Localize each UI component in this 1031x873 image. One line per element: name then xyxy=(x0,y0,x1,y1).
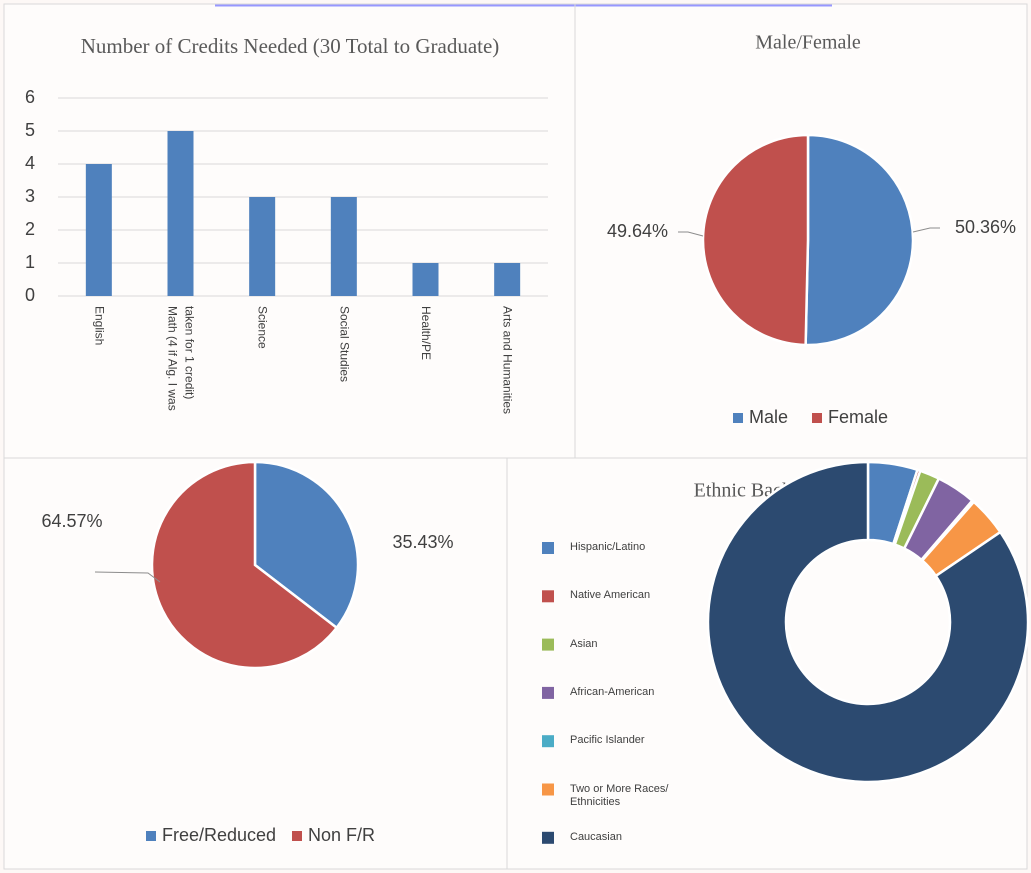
chart-title: Male/Female xyxy=(755,32,861,54)
legend-swatch xyxy=(292,831,302,841)
y-tick-label: 4 xyxy=(25,153,35,173)
x-tick-label: Health/PE xyxy=(417,306,434,436)
legend-swatch xyxy=(542,639,554,651)
legend-label: African-American xyxy=(570,686,690,699)
x-tick-label: English xyxy=(90,306,107,436)
bar xyxy=(168,131,194,296)
y-tick-label: 3 xyxy=(25,186,35,206)
bar xyxy=(413,263,439,296)
legend-swatch xyxy=(542,590,554,602)
legend-label: Non F/R xyxy=(308,825,375,845)
legend-swatch xyxy=(146,831,156,841)
legend-swatch xyxy=(542,687,554,699)
bar xyxy=(86,164,112,296)
y-tick-label: 5 xyxy=(25,120,35,140)
chart-title: Number of Credits Needed (30 Total to Gr… xyxy=(70,28,510,65)
x-tick-label: Arts and Humanities xyxy=(499,306,516,436)
y-tick-label: 0 xyxy=(25,285,35,305)
data-label: 50.36% xyxy=(955,217,1016,237)
legend-swatch xyxy=(542,735,554,747)
page: 0 1 2 3 4 5 6 Male/Female 50.36% Male 49.64% Female… xyxy=(0,0,1031,873)
legend-label: Caucasian xyxy=(570,831,690,844)
legend-swatch xyxy=(542,832,554,844)
x-tick-label: Science xyxy=(254,306,271,436)
data-label: 49.64% xyxy=(607,221,668,241)
bar xyxy=(249,197,275,296)
legend-label: Free/Reduced xyxy=(162,825,276,845)
bar xyxy=(331,197,357,296)
x-tick-label: Math (4 if Alg. I was taken for 1 credit… xyxy=(164,306,198,436)
y-tick-label: 2 xyxy=(25,219,35,239)
legend-label: Male xyxy=(749,407,788,427)
legend-label: Hispanic/Latino xyxy=(570,541,690,554)
legend-swatch xyxy=(542,542,554,554)
legend-swatch xyxy=(812,413,822,423)
legend-swatch xyxy=(733,413,743,423)
y-tick-label: 1 xyxy=(25,252,35,272)
charts: 0 1 2 3 4 5 6 Male/Female 50.36% Male 49.64% Female… xyxy=(0,0,1031,873)
legend-label: Pacific Islander xyxy=(570,734,690,747)
legend-label: Female xyxy=(828,407,888,427)
data-label: 64.57% xyxy=(41,511,102,531)
data-label: 35.43% xyxy=(392,532,453,552)
legend-label: Asian xyxy=(570,638,690,651)
legend-swatch xyxy=(542,784,554,796)
y-tick-label: 6 xyxy=(25,87,35,107)
x-tick-label: Social Studies xyxy=(335,306,352,436)
legend-label: Two or More Races/ Ethnicities xyxy=(570,783,690,809)
bar xyxy=(494,263,520,296)
legend-label: Native American xyxy=(570,589,690,602)
